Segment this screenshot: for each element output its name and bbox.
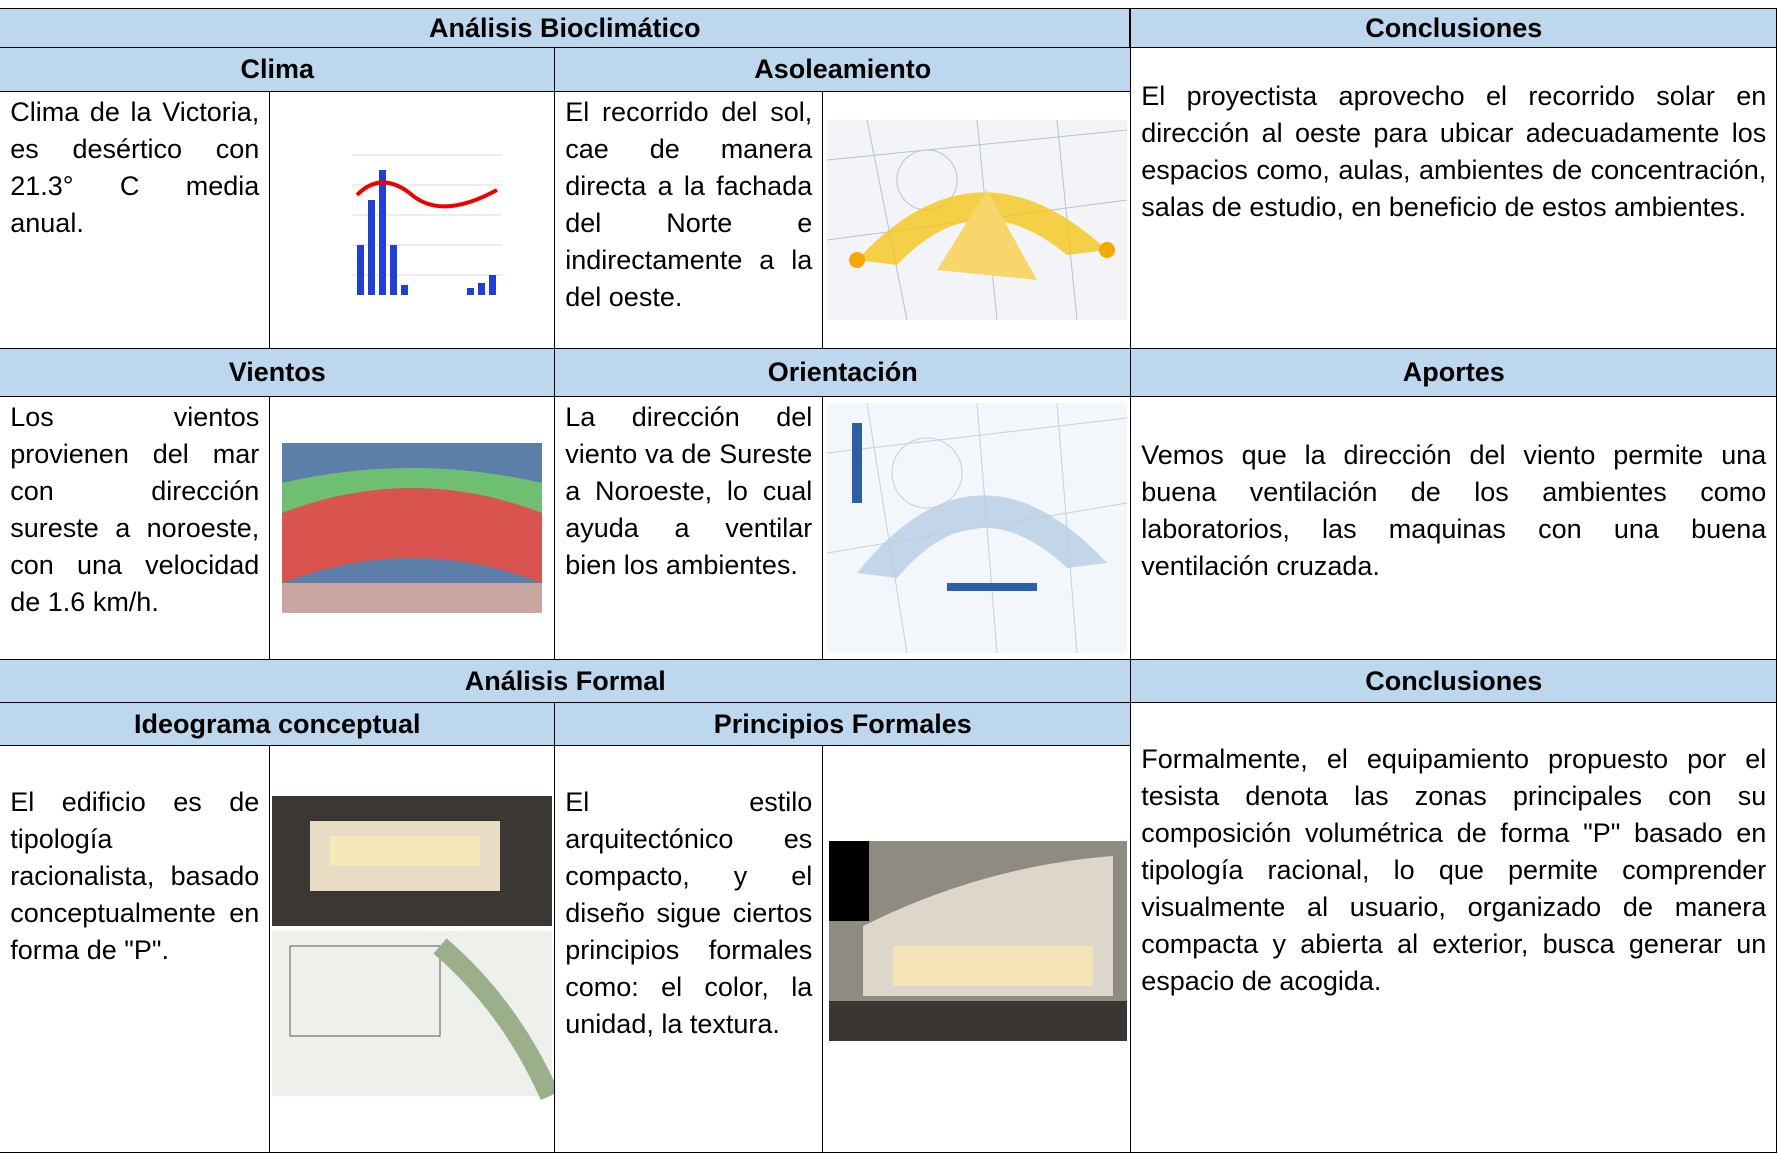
wind-chart (269, 396, 556, 661)
render-images (272, 796, 555, 1101)
cell-text: Los vientos provienen del mar con direcc… (0, 396, 271, 661)
subheader: Vientos (0, 348, 556, 398)
cell-text: Vemos que la dirección del viento permit… (1130, 396, 1778, 661)
subheader: Asoleamiento (554, 47, 1132, 93)
render-image (829, 841, 1128, 1042)
climograph (269, 91, 556, 350)
wind-chart-image (282, 443, 543, 614)
sun-map (822, 91, 1132, 350)
subheader: Orientación (554, 348, 1132, 398)
cell-text: El estilo arquitectónico es compacto, y … (554, 745, 824, 1154)
climograph-image (352, 154, 503, 296)
wind-map-image (826, 403, 1127, 654)
section-title: Análisis Formal (0, 659, 1132, 704)
cell-text: El proyectista aprovecho el recorrido so… (1130, 47, 1778, 350)
cell-text: Clima de la Victoria, es desértico con 2… (0, 91, 271, 350)
cell-text: El recorrido del sol, cae de manera dire… (554, 91, 824, 350)
cell-text: La dirección del viento va de Sureste a … (554, 396, 824, 661)
sun-map-image (826, 120, 1127, 321)
section-title: Conclusiones (1130, 659, 1778, 704)
cell-text: El edificio es de tipología racionalista… (0, 745, 271, 1154)
section-title: Conclusiones (1130, 8, 1778, 49)
render-cell (822, 745, 1132, 1154)
wind-map (822, 396, 1132, 661)
section-title: Análisis Bioclimático (0, 8, 1131, 49)
subheader: Principios Formales (554, 702, 1132, 747)
cell-text: Formalmente, el equipamiento propuesto p… (1130, 702, 1778, 1154)
subheader: Aportes (1130, 348, 1778, 398)
subheader: Ideograma conceptual (0, 702, 556, 747)
subheader: Clima (0, 47, 556, 93)
render-cell (269, 745, 556, 1154)
